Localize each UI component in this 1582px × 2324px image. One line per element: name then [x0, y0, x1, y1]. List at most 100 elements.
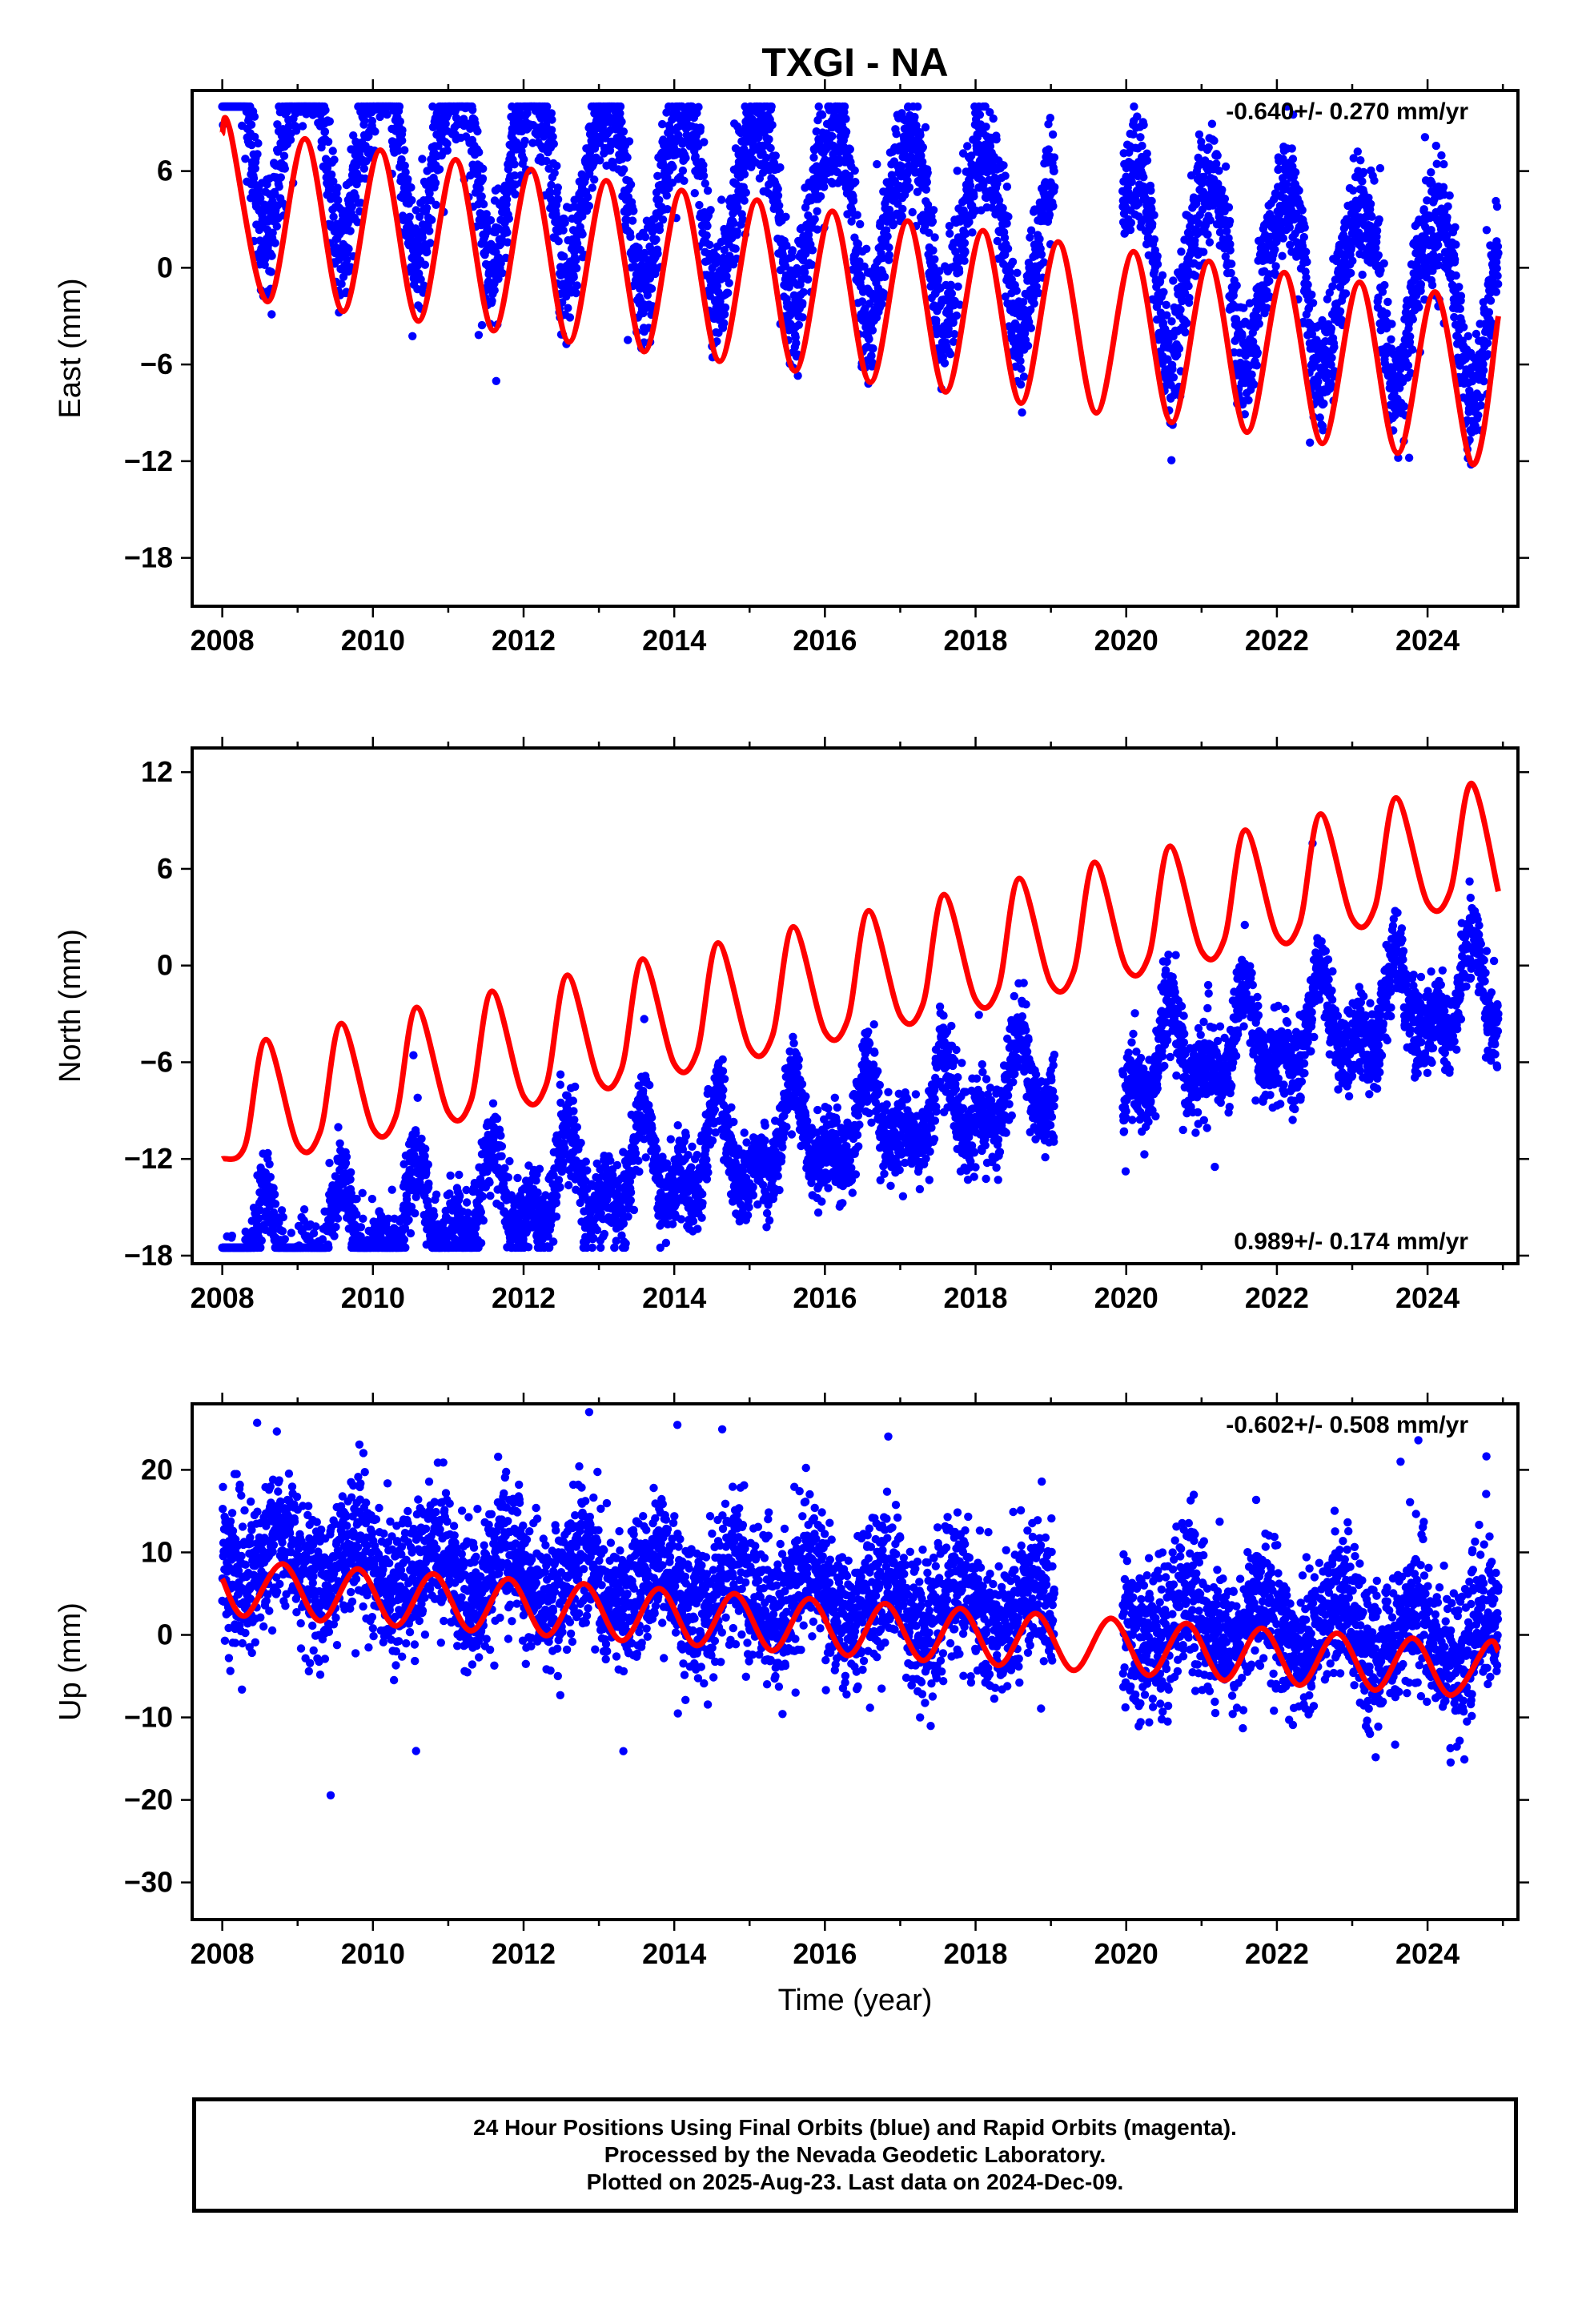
data-point — [1039, 258, 1049, 267]
data-point — [548, 115, 556, 124]
data-point — [588, 183, 596, 192]
data-point — [1420, 133, 1430, 142]
data-point — [1376, 266, 1385, 275]
data-point — [994, 196, 1004, 205]
data-point — [1451, 255, 1460, 264]
data-point — [868, 358, 877, 367]
data-point — [1357, 242, 1366, 251]
data-point — [596, 156, 604, 165]
data-point — [477, 192, 486, 201]
data-point — [321, 106, 330, 115]
data-point — [371, 127, 379, 136]
data-point — [653, 249, 662, 258]
data-point — [1283, 102, 1291, 111]
data-point — [680, 176, 689, 185]
data-point — [721, 303, 730, 312]
data-point — [423, 247, 432, 256]
data-point — [1016, 356, 1025, 365]
data-point — [1147, 196, 1156, 206]
data-point — [1225, 216, 1235, 226]
data-point — [1375, 215, 1383, 224]
data-point — [271, 239, 279, 247]
data-point — [922, 178, 932, 187]
data-point — [329, 177, 338, 186]
observation-points — [218, 102, 1503, 469]
data-point — [812, 127, 821, 136]
data-point — [1364, 193, 1373, 203]
data-point — [809, 153, 818, 162]
data-point — [286, 135, 295, 144]
data-point — [885, 243, 893, 252]
data-point — [1300, 223, 1309, 232]
data-point — [1207, 119, 1217, 128]
data-point — [954, 282, 962, 291]
data-point — [993, 236, 1002, 246]
data-point — [343, 255, 351, 264]
data-point — [432, 200, 440, 209]
data-point — [1159, 287, 1168, 296]
data-point — [643, 291, 652, 300]
data-point — [720, 319, 729, 328]
data-point — [1464, 332, 1473, 340]
data-point — [1250, 380, 1259, 389]
data-point — [1013, 268, 1022, 277]
data-point — [353, 218, 362, 227]
data-point — [1016, 380, 1026, 389]
data-point — [504, 214, 513, 223]
data-point — [1383, 297, 1392, 307]
data-point — [553, 183, 562, 192]
data-point — [1153, 251, 1162, 261]
data-point — [1298, 206, 1307, 215]
data-point — [1383, 309, 1391, 318]
data-point — [1004, 212, 1013, 221]
data-point — [401, 167, 410, 177]
data-point — [1026, 233, 1034, 242]
data-point — [554, 237, 563, 246]
data-point — [572, 288, 580, 298]
data-point — [626, 232, 635, 241]
data-point — [952, 311, 962, 320]
data-point — [1019, 372, 1029, 381]
data-point — [477, 320, 487, 330]
data-point — [268, 228, 277, 237]
data-point — [869, 344, 877, 353]
data-point — [949, 318, 958, 328]
data-point — [333, 183, 342, 192]
data-point — [701, 179, 709, 188]
data-point — [1221, 162, 1231, 171]
data-point — [1034, 288, 1043, 298]
data-point — [828, 131, 837, 141]
data-point — [542, 156, 551, 166]
data-point — [953, 167, 962, 175]
data-point — [1394, 453, 1403, 462]
data-point — [1018, 298, 1028, 307]
data-point — [813, 207, 821, 215]
data-point — [251, 132, 259, 142]
data-point — [1212, 159, 1221, 168]
data-point — [1169, 373, 1178, 382]
data-point — [1367, 212, 1376, 221]
data-point — [298, 122, 307, 131]
data-point — [1023, 341, 1033, 350]
data-point — [584, 192, 592, 202]
data-point — [1153, 259, 1162, 269]
data-point — [1325, 288, 1335, 297]
data-point — [1295, 186, 1303, 195]
data-point — [798, 299, 807, 308]
data-point — [394, 147, 403, 155]
data-point — [1134, 199, 1143, 208]
data-point — [962, 229, 970, 238]
data-point — [1445, 191, 1454, 200]
data-point — [547, 109, 556, 118]
data-point — [801, 267, 809, 277]
data-point — [267, 251, 276, 260]
data-point — [968, 228, 977, 237]
data-point — [947, 289, 957, 298]
data-point — [1127, 177, 1136, 187]
data-point — [1330, 367, 1339, 376]
data-point — [860, 262, 869, 271]
data-point — [1279, 234, 1288, 243]
data-point — [862, 244, 871, 253]
data-point — [945, 222, 954, 231]
data-point — [415, 212, 424, 221]
